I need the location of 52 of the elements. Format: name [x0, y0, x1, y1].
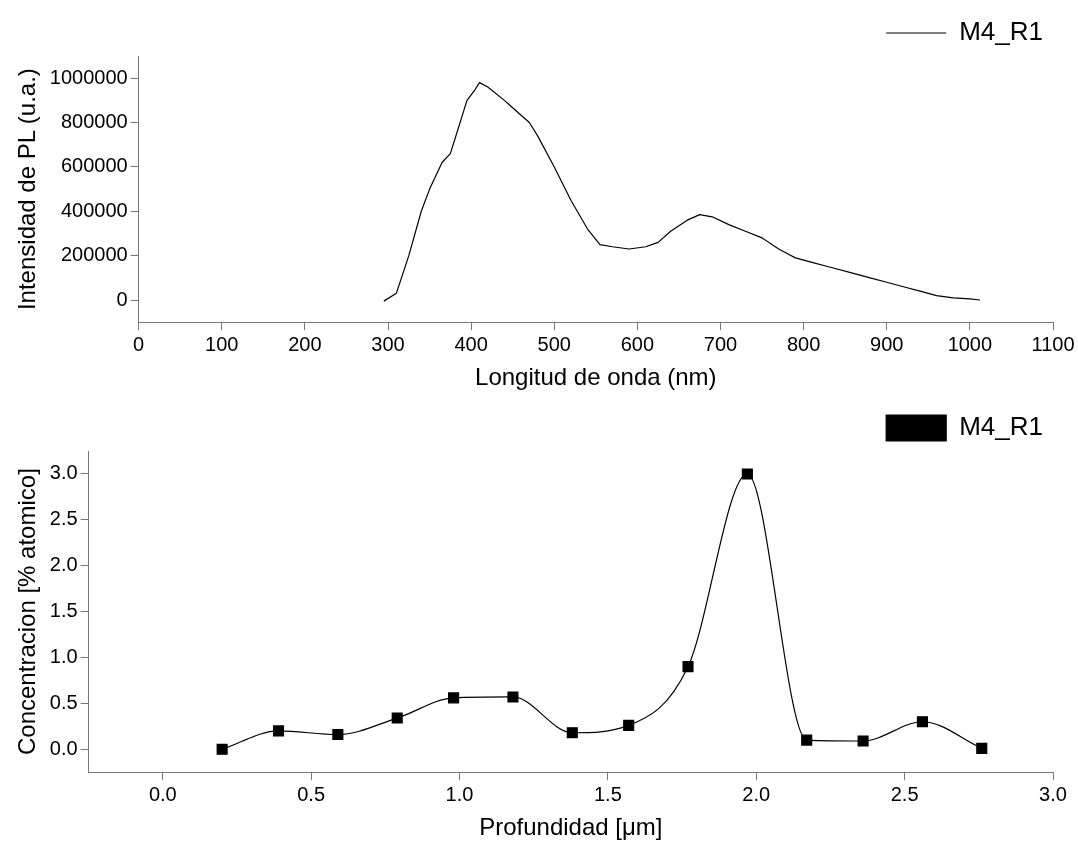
- y-tick-label: 0.0: [49, 736, 78, 759]
- y-tick-label: 800000: [60, 110, 128, 133]
- point: [507, 691, 519, 703]
- point: [448, 692, 460, 704]
- x-axis-title: Profundidad [μm]: [479, 813, 663, 841]
- y-tick-label: 200000: [60, 243, 128, 266]
- x-tick-label: 1000: [947, 332, 993, 355]
- point: [623, 719, 635, 731]
- y-tick-label: 1000000: [49, 65, 128, 88]
- y-tick-label: 3.0: [49, 461, 78, 484]
- point: [916, 716, 928, 728]
- x-tick-label: 1.0: [445, 782, 474, 805]
- x-tick-label: 0.5: [297, 782, 326, 805]
- point: [857, 735, 869, 747]
- x-axis-title: Longitud de onda (nm): [475, 363, 717, 391]
- y-tick-label: 600000: [60, 154, 128, 177]
- x-tick-label: 300: [371, 332, 405, 355]
- y-tick-label: 0.5: [49, 690, 78, 713]
- x-tick-label: 2.0: [742, 782, 771, 805]
- x-tick-label: 700: [703, 332, 738, 355]
- point: [566, 727, 578, 739]
- x-tick-label: 3.0: [1039, 782, 1067, 805]
- point: [332, 729, 344, 741]
- point: [216, 743, 228, 755]
- x-tick-label: 1.5: [593, 782, 622, 805]
- y-tick-label: 1.5: [49, 599, 78, 622]
- x-tick-label: 0: [133, 332, 145, 355]
- y-axis-title: Intensidad de PL (u.a.): [13, 68, 41, 311]
- x-tick-label: 800: [786, 332, 821, 355]
- y-tick-label: 0: [116, 287, 128, 310]
- y-tick-label: 2.0: [49, 553, 78, 576]
- point: [801, 734, 813, 746]
- x-tick-label: 2.5: [890, 782, 919, 805]
- y-tick-label: 2.5: [49, 507, 78, 530]
- point: [976, 742, 988, 754]
- point: [272, 725, 285, 737]
- x-tick-label: 100: [205, 332, 239, 355]
- x-tick-label: 500: [537, 332, 571, 355]
- point: [391, 712, 403, 724]
- x-tick-label: 200: [288, 332, 322, 355]
- y-axis-title: Concentracion [% atomico]: [13, 468, 41, 756]
- x-tick-label: 0.0: [148, 782, 177, 805]
- y-tick-label: 1.0: [49, 645, 78, 667]
- point: [682, 661, 694, 673]
- x-tick-label: 400: [454, 332, 488, 355]
- legend-label: M4_R1: [959, 16, 1044, 47]
- point: [741, 468, 753, 480]
- legend-label: M4_R1: [959, 411, 1044, 442]
- x-tick-label: 600: [620, 332, 655, 355]
- x-tick-label: 1100: [1031, 332, 1075, 355]
- y-tick-label: 400000: [60, 198, 128, 221]
- x-tick-label: 900: [870, 332, 904, 355]
